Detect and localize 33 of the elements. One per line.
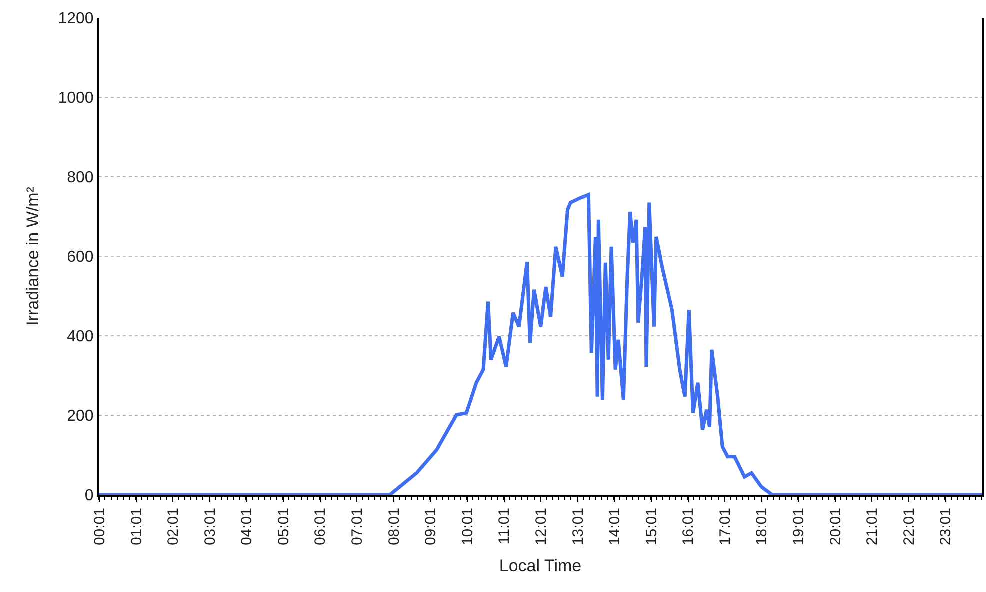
x-tick-label: 21:01: [864, 508, 882, 546]
x-tick-label: 00:01: [91, 508, 108, 546]
y-tick-label: 400: [67, 328, 94, 346]
x-tick-label: 08:01: [386, 508, 403, 546]
x-tick-label: 07:01: [349, 508, 366, 546]
x-tick-label: 06:01: [312, 508, 330, 546]
x-tick-label: 11:01: [496, 508, 514, 544]
x-tick-label: 22:01: [900, 508, 918, 546]
x-tick-label: 15:01: [643, 508, 660, 546]
x-axis-title: Local Time: [499, 556, 582, 576]
x-tick-label: 10:01: [459, 508, 476, 546]
x-tick-label: 23:01: [938, 508, 955, 546]
y-tick-label: 200: [67, 408, 94, 426]
y-tick-label: 1000: [58, 90, 94, 108]
x-tick-label: 01:01: [128, 508, 146, 546]
x-tick-label: 05:01: [275, 508, 292, 546]
x-tick-label: 14:01: [606, 508, 624, 546]
x-tick-label: 04:01: [238, 508, 256, 546]
x-tick-label: 02:01: [165, 508, 182, 546]
x-tick-label: 19:01: [790, 508, 808, 546]
x-tick-label: 13:01: [570, 508, 587, 546]
x-tick-label: 17:01: [716, 508, 734, 546]
y-axis-title: Irradiance in W/m²: [23, 186, 42, 326]
x-tick-label: 16:01: [680, 508, 698, 546]
x-tick-label: 09:01: [422, 508, 440, 546]
y-tick-label: 600: [67, 249, 94, 266]
y-tick-label: 800: [67, 170, 94, 187]
x-tick-label: 03:01: [202, 508, 219, 546]
y-tick-label: 1200: [58, 10, 94, 28]
x-tick-label: 18:01: [754, 508, 771, 546]
x-tick-label: 20:01: [827, 508, 844, 546]
y-tick-label: 0: [84, 488, 94, 505]
x-tick-label: 12:01: [532, 508, 550, 546]
